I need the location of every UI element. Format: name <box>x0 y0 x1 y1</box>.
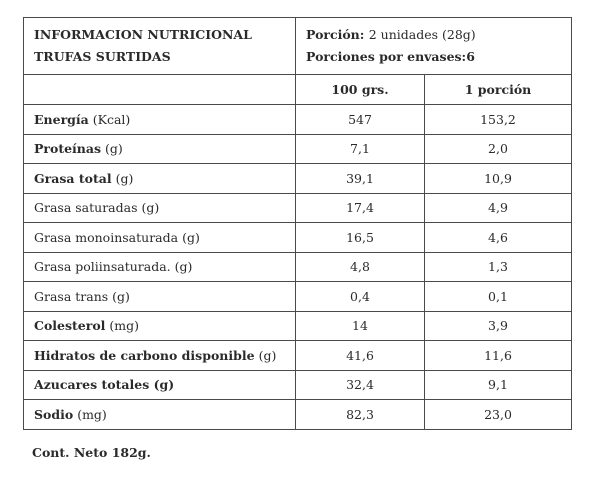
nutrient-row: Azucares totales (g) 32,4 9,1 <box>23 369 572 400</box>
column-header-100g: 100 grs. <box>295 74 425 105</box>
value-per-portion: 4,9 <box>424 192 572 223</box>
nutrient-row: Grasa total (g) 39,1 10,9 <box>23 163 572 194</box>
nutrient-unit: (g) <box>174 259 193 275</box>
nutrient-name-cell: Grasa trans (g) <box>23 281 296 312</box>
nutrient-row: Grasa poliinsaturada. (g) 4,8 1,3 <box>23 251 572 282</box>
nutrient-name: Sodio <box>34 406 74 422</box>
table-header-row: INFORMACION NUTRICIONAL TRUFAS SURTIDAS … <box>23 17 572 75</box>
nutrient-name-cell: Grasa monoinsaturada (g) <box>23 222 296 253</box>
product-title-cell: INFORMACION NUTRICIONAL TRUFAS SURTIDAS <box>23 17 296 75</box>
nutrient-name: Grasa total <box>34 170 112 186</box>
nutrient-name-cell: Grasa total (g) <box>23 163 296 194</box>
nutrient-name-cell: Hidratos de carbono disponible (g) <box>23 340 296 371</box>
value-per-100g: 39,1 <box>295 163 425 194</box>
nutrient-unit: (g) <box>258 347 277 363</box>
nutrient-name: Proteínas <box>34 141 102 157</box>
nutrient-name: Azucares totales (g) <box>34 377 175 393</box>
value-per-portion: 11,6 <box>424 340 572 371</box>
nutrient-name-cell: Grasa poliinsaturada. (g) <box>23 251 296 282</box>
nutrient-name-cell: Energía (Kcal) <box>23 104 296 135</box>
nutrition-table: INFORMACION NUTRICIONAL TRUFAS SURTIDAS … <box>23 17 572 430</box>
nutrient-unit: (Kcal) <box>92 111 131 127</box>
value-per-portion: 23,0 <box>424 399 572 430</box>
nutrient-row: Energía (Kcal) 547 153,2 <box>23 104 572 135</box>
column-header-portion: 1 porción <box>424 74 572 105</box>
nutrient-name: Grasa poliinsaturada. <box>34 259 171 275</box>
nutrient-row: Proteínas (g) 7,1 2,0 <box>23 133 572 164</box>
nutrient-name: Energía <box>34 111 89 127</box>
value-per-100g: 547 <box>295 104 425 135</box>
value-per-100g: 16,5 <box>295 222 425 253</box>
nutrient-unit: (g) <box>115 170 134 186</box>
value-per-100g: 14 <box>295 310 425 341</box>
value-per-portion: 9,1 <box>424 369 572 400</box>
serving-info-cell: Porción: 2 unidades (28g) Porciones por … <box>295 17 572 75</box>
value-per-100g: 32,4 <box>295 369 425 400</box>
nutrient-unit: (g) <box>182 229 200 245</box>
nutrient-unit: (g) <box>112 288 130 304</box>
nutrient-unit: (mg) <box>109 318 140 334</box>
table-title-line1: INFORMACION NUTRICIONAL <box>34 27 252 42</box>
nutrient-name: Colesterol <box>34 318 106 334</box>
value-per-portion: 4,6 <box>424 222 572 253</box>
value-per-portion: 3,9 <box>424 310 572 341</box>
nutrient-row: Grasa trans (g) 0,4 0,1 <box>23 281 572 312</box>
nutrient-name-cell: Colesterol (mg) <box>23 310 296 341</box>
column-header-row: 100 grs. 1 porción <box>23 74 572 105</box>
nutrient-row: Sodio (mg) 82,3 23,0 <box>23 399 572 430</box>
value-per-100g: 4,8 <box>295 251 425 282</box>
nutrient-unit: (g) <box>105 141 123 157</box>
nutrient-unit: (g) <box>141 200 160 216</box>
nutrient-row: Grasa saturadas (g) 17,4 4,9 <box>23 192 572 223</box>
value-per-100g: 41,6 <box>295 340 425 371</box>
nutrient-name: Grasa monoinsaturada <box>34 229 179 245</box>
portion-value: 2 unidades (28g) <box>368 27 476 42</box>
nutrient-name-cell: Proteínas (g) <box>23 133 296 164</box>
nutrient-row: Hidratos de carbono disponible (g) 41,6 11… <box>23 340 572 371</box>
empty-header-cell <box>23 74 296 105</box>
value-per-portion: 2,0 <box>424 133 572 164</box>
value-per-portion: 10,9 <box>424 163 572 194</box>
value-per-portion: 153,2 <box>424 104 572 135</box>
value-per-portion: 0,1 <box>424 281 572 312</box>
nutrient-name-cell: Sodio (mg) <box>23 399 296 430</box>
servings-line: Porciones por envases:6 <box>306 46 561 68</box>
nutrient-row: Colesterol (mg) 14 3,9 <box>23 310 572 341</box>
nutrient-name: Grasa saturadas <box>34 200 138 216</box>
servings-value: 6 <box>466 49 475 64</box>
net-content: Cont. Neto 182g. <box>32 445 151 460</box>
table-title-line2: TRUFAS SURTIDAS <box>34 49 171 64</box>
portion-line: Porción: 2 unidades (28g) <box>306 24 561 46</box>
nutrient-name: Grasa trans <box>34 288 109 304</box>
value-per-100g: 0,4 <box>295 281 425 312</box>
nutrient-unit: (mg) <box>77 406 107 422</box>
value-per-100g: 7,1 <box>295 133 425 164</box>
portion-label: Porción: <box>306 27 365 42</box>
value-per-100g: 82,3 <box>295 399 425 430</box>
value-per-100g: 17,4 <box>295 192 425 223</box>
servings-label: Porciones por envases: <box>306 49 467 64</box>
value-per-portion: 1,3 <box>424 251 572 282</box>
nutrient-name: Hidratos de carbono disponible <box>34 347 255 363</box>
nutrient-name-cell: Grasa saturadas (g) <box>23 192 296 223</box>
nutrient-row: Grasa monoinsaturada (g) 16,5 4,6 <box>23 222 572 253</box>
nutrient-name-cell: Azucares totales (g) <box>23 369 296 400</box>
